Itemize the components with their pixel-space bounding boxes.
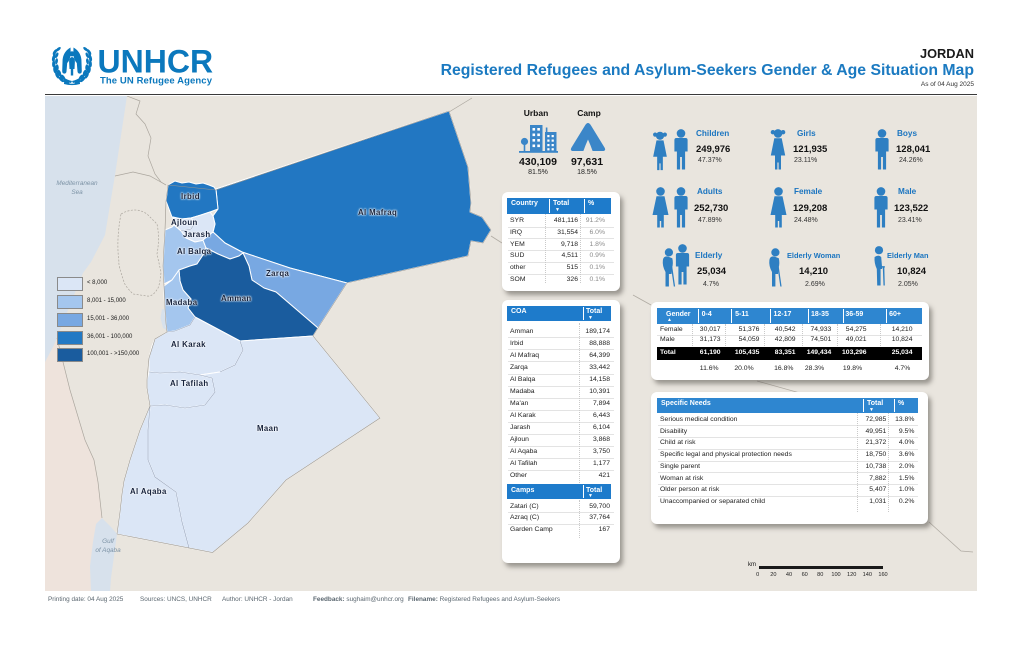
svg-text:The UN Refugee Agency: The UN Refugee Agency (100, 76, 213, 87)
svg-text:UNHCR: UNHCR (98, 43, 214, 79)
